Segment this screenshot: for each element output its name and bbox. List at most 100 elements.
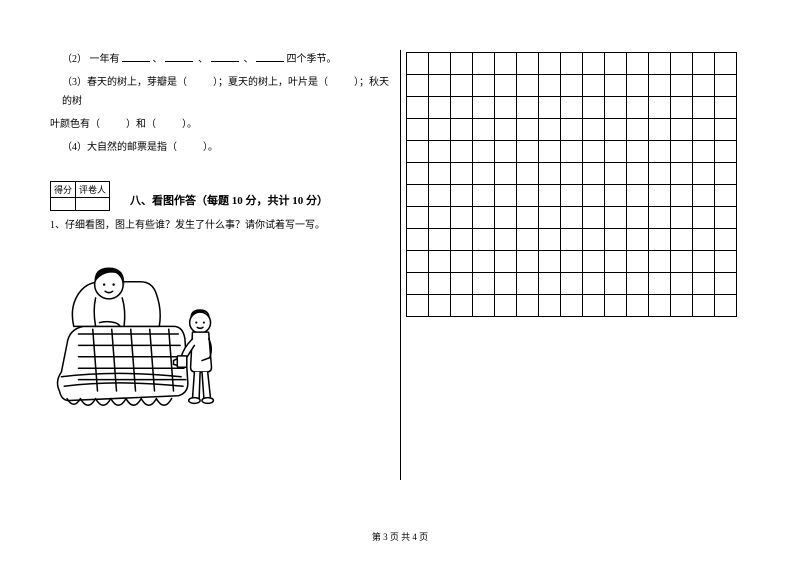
writing-cell [473, 97, 495, 119]
page-footer: 第 3 页 共 4 页 [0, 530, 800, 543]
writing-cell [605, 97, 627, 119]
writing-cell [715, 295, 737, 317]
writing-cell [671, 97, 693, 119]
writing-cell [605, 251, 627, 273]
bed-illustration [50, 239, 240, 429]
writing-cell [627, 141, 649, 163]
writing-cell [429, 53, 451, 75]
writing-cell [429, 295, 451, 317]
writing-cell [693, 185, 715, 207]
question-3-line2: 叶颜色有（ ）和（ ）。 [50, 115, 390, 134]
writing-cell [649, 251, 671, 273]
writing-cell [451, 273, 473, 295]
blank-paren [180, 142, 201, 153]
writing-cell [407, 273, 429, 295]
two-column-layout: （2） 一年有 、 、 、 四个季节。 （3）春天的树上，芽瓣是（ ）；夏天的树… [50, 50, 750, 480]
writing-cell [649, 53, 671, 75]
q2-sep: 、 [198, 54, 208, 65]
writing-cell [451, 119, 473, 141]
section-8-title: 八、看图作答（每题 10 分，共计 10 分） [130, 192, 328, 211]
writing-cell [583, 295, 605, 317]
writing-cell [473, 163, 495, 185]
writing-cell [517, 251, 539, 273]
writing-cell [671, 207, 693, 229]
writing-cell [627, 207, 649, 229]
writing-cell [605, 273, 627, 295]
writing-cell [561, 295, 583, 317]
writing-cell [517, 185, 539, 207]
writing-cell [451, 163, 473, 185]
writing-cell [451, 185, 473, 207]
writing-cell [429, 251, 451, 273]
writing-cell [693, 229, 715, 251]
writing-cell [715, 163, 737, 185]
grader-header: 评卷人 [76, 182, 110, 198]
writing-cell [605, 163, 627, 185]
q3-part: ）；夏天的树上，叶片是（ [213, 77, 328, 88]
writing-cell [715, 53, 737, 75]
writing-cell [715, 273, 737, 295]
writing-cell [495, 141, 517, 163]
writing-cell [693, 273, 715, 295]
writing-cell [495, 75, 517, 97]
writing-cell [451, 53, 473, 75]
writing-cell [561, 273, 583, 295]
writing-cell [473, 273, 495, 295]
writing-cell [495, 97, 517, 119]
writing-cell [407, 97, 429, 119]
left-column: （2） 一年有 、 、 、 四个季节。 （3）春天的树上，芽瓣是（ ）；夏天的树… [50, 50, 400, 480]
writing-cell [407, 75, 429, 97]
writing-cell [715, 207, 737, 229]
writing-cell [407, 295, 429, 317]
writing-cell [451, 75, 473, 97]
writing-cell [473, 295, 495, 317]
writing-cell [583, 185, 605, 207]
writing-cell [539, 273, 561, 295]
writing-cell [451, 141, 473, 163]
writing-cell [627, 295, 649, 317]
writing-cell [715, 75, 737, 97]
writing-cell [605, 295, 627, 317]
writing-cell [561, 185, 583, 207]
writing-cell [495, 207, 517, 229]
blank [122, 52, 150, 62]
writing-cell [539, 207, 561, 229]
question-3: （3）春天的树上，芽瓣是（ ）；夏天的树上，叶片是（ ）；秋天的树 [62, 73, 390, 111]
writing-cell [715, 141, 737, 163]
writing-cell [517, 207, 539, 229]
writing-cell [429, 119, 451, 141]
writing-cell [407, 251, 429, 273]
writing-cell [649, 207, 671, 229]
q3-part: ）和（ [126, 119, 156, 130]
writing-cell [561, 251, 583, 273]
writing-cell [693, 75, 715, 97]
writing-cell [517, 229, 539, 251]
writing-cell [715, 251, 737, 273]
writing-cell [605, 185, 627, 207]
writing-cell [429, 273, 451, 295]
writing-cell [583, 163, 605, 185]
writing-cell [649, 295, 671, 317]
writing-cell [473, 119, 495, 141]
writing-cell [495, 185, 517, 207]
grader-cell [76, 198, 110, 211]
writing-cell [605, 119, 627, 141]
writing-cell [539, 53, 561, 75]
writing-cell [583, 273, 605, 295]
blank-paren [159, 119, 180, 130]
question-4: （4）大自然的邮票是指（ ）。 [62, 138, 390, 157]
writing-cell [649, 141, 671, 163]
writing-cell [429, 207, 451, 229]
writing-cell [693, 251, 715, 273]
writing-cell [407, 141, 429, 163]
blank [256, 52, 284, 62]
q2-sep: 、 [244, 54, 254, 65]
writing-cell [671, 119, 693, 141]
writing-cell [693, 163, 715, 185]
writing-cell [539, 97, 561, 119]
writing-cell [517, 53, 539, 75]
writing-cell [495, 251, 517, 273]
writing-cell [627, 53, 649, 75]
writing-cell [539, 229, 561, 251]
blank [165, 52, 193, 62]
